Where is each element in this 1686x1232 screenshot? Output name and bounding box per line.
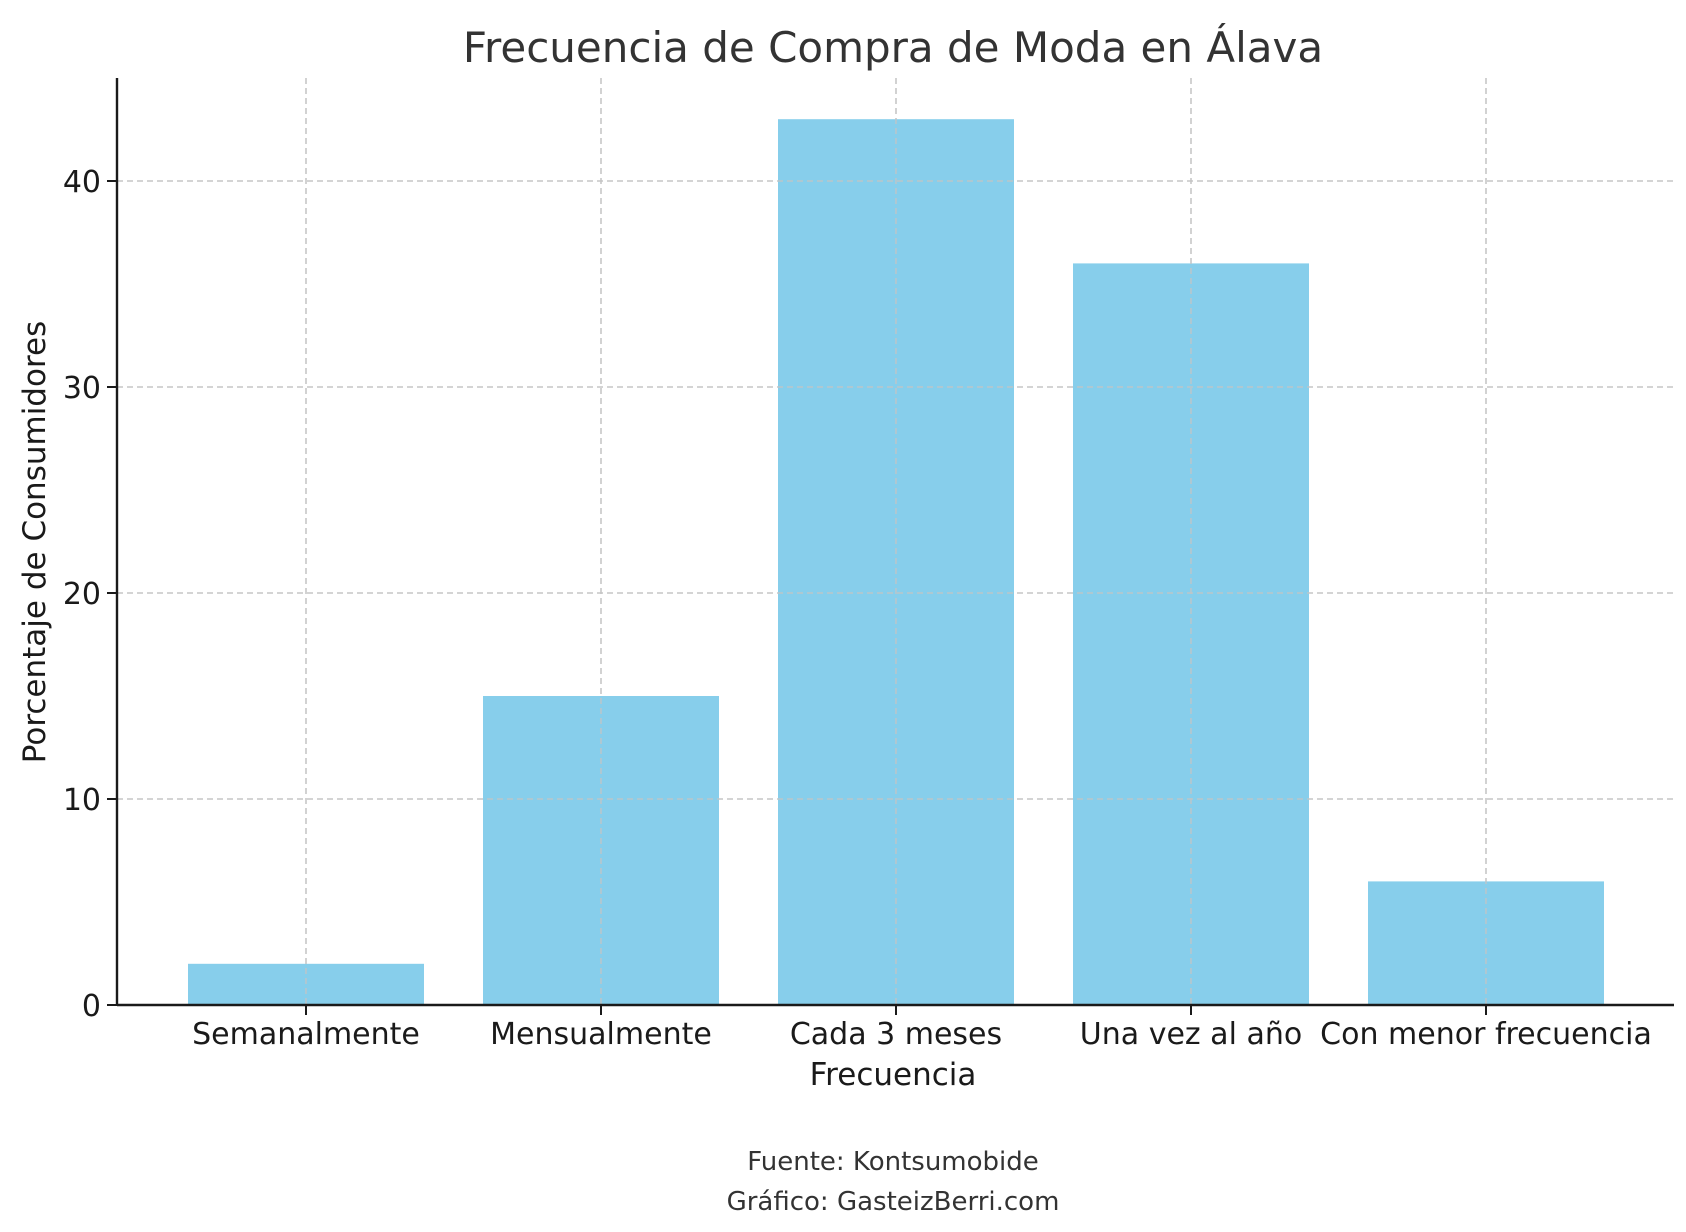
x-tick-label: Una vez al año xyxy=(1080,1017,1302,1052)
chart-title: Frecuencia de Compra de Moda en Álava xyxy=(463,22,1323,72)
y-tick-label: 10 xyxy=(63,783,101,818)
x-tick-label: Con menor frecuencia xyxy=(1320,1017,1652,1052)
axis-ticks: 0 10 20 30 40 Semanalmente Mensualmente Cada 3 … xyxy=(63,165,1652,1052)
y-tick-label: 40 xyxy=(63,165,101,200)
credit-note: Gráfico: GasteizBerri.com xyxy=(727,1187,1060,1217)
y-tick-label: 30 xyxy=(63,371,101,406)
y-tick-label: 0 xyxy=(82,989,101,1024)
x-tick-label: Semanalmente xyxy=(192,1017,420,1052)
y-tick-label: 20 xyxy=(63,577,101,612)
bars xyxy=(117,78,1674,1005)
x-tick-label: Cada 3 meses xyxy=(790,1017,1002,1052)
x-axis-label: Frecuencia xyxy=(810,1057,977,1093)
source-note: Fuente: Kontsumobide xyxy=(747,1147,1039,1177)
x-tick-label: Mensualmente xyxy=(490,1017,712,1052)
y-axis-label: Porcentaje de Consumidores xyxy=(17,321,53,763)
